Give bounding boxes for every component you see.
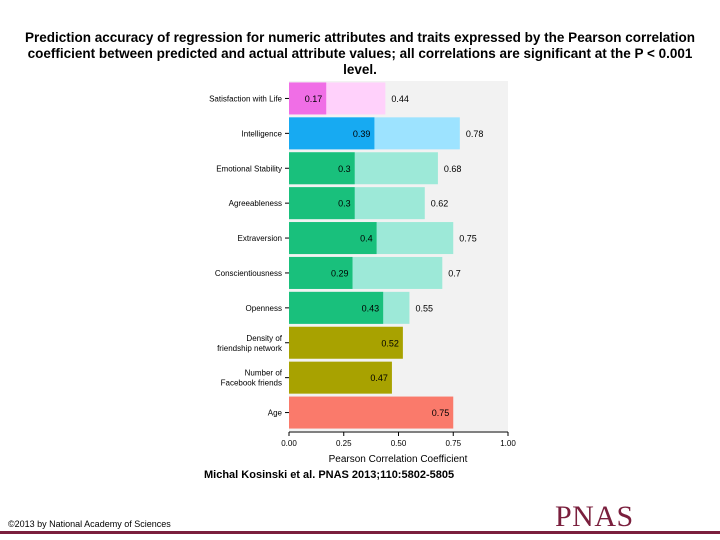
y-tick-label: Extraversion xyxy=(238,234,282,243)
data-label: 0.75 xyxy=(432,408,450,418)
y-tick-label: Conscientiousness xyxy=(215,269,282,278)
copyright: ©2013 by National Academy of Sciences xyxy=(8,519,171,529)
x-tick-label: 0.75 xyxy=(445,439,461,448)
chart-title: Prediction accuracy of regression for nu… xyxy=(25,30,695,77)
bar-inner xyxy=(289,187,355,220)
data-label: 0.47 xyxy=(370,373,388,383)
x-tick-label: 0.50 xyxy=(391,439,407,448)
data-label: 0.78 xyxy=(466,129,484,139)
y-tick-label: Number of Facebook friends xyxy=(221,369,283,388)
data-label: 0.68 xyxy=(444,164,462,174)
bar-chart: 0.44 0.17 0.78 0.39 0.68 0.3 0.62 0.3 0.75 0.4 0.7… xyxy=(209,81,516,465)
x-tick-label: 1.00 xyxy=(500,439,516,448)
x-axis-title: Pearson Correlation Coefficient xyxy=(329,454,468,465)
footer-rule xyxy=(0,531,720,534)
y-axis-labels: Satisfaction with Life Intelligence Emotio… xyxy=(209,94,289,418)
bar-inner xyxy=(289,396,454,429)
y-tick-label: Age xyxy=(268,409,283,418)
y-tick-label: Openness xyxy=(246,304,282,313)
bar-inner xyxy=(289,222,377,255)
y-tick-label: Density of friendship network xyxy=(217,334,283,353)
bar-inner xyxy=(289,82,327,115)
data-label: 0.4 xyxy=(360,234,373,244)
data-label: 0.3 xyxy=(338,199,351,209)
bar-inner xyxy=(289,326,403,359)
y-tick-label: Intelligence xyxy=(242,129,283,138)
data-label: 0.55 xyxy=(415,303,433,313)
bar-inner xyxy=(289,152,355,185)
data-label: 0.39 xyxy=(353,129,371,139)
pnas-logo: PNAS xyxy=(555,500,634,533)
data-label: 0.62 xyxy=(431,199,449,209)
data-label: 0.75 xyxy=(459,234,477,244)
y-tick-label: Satisfaction with Life xyxy=(209,94,282,103)
data-label: 0.44 xyxy=(391,94,409,104)
data-label: 0.29 xyxy=(331,268,349,278)
y-tick-label: Emotional Stability xyxy=(216,164,282,173)
data-label: 0.52 xyxy=(381,338,399,348)
bar-inner xyxy=(289,256,353,289)
bars-group: 0.44 0.17 0.78 0.39 0.68 0.3 0.62 0.3 0.75 0.4 0.7… xyxy=(289,82,484,429)
data-label: 0.17 xyxy=(305,94,323,104)
bar-inner xyxy=(289,117,375,150)
bar-inner xyxy=(289,361,392,394)
citation: Michal Kosinski et al. PNAS 2013;110:580… xyxy=(204,469,455,481)
data-label: 0.43 xyxy=(362,303,380,313)
bar-inner xyxy=(289,291,384,324)
x-tick-label: 0.00 xyxy=(281,439,297,448)
y-tick-label: Agreeableness xyxy=(229,199,282,208)
data-label: 0.7 xyxy=(448,268,461,278)
x-tick-label: 0.25 xyxy=(336,439,352,448)
data-label: 0.3 xyxy=(338,164,351,174)
x-axis: 0.00 0.25 0.50 0.75 1.00 xyxy=(281,431,516,448)
